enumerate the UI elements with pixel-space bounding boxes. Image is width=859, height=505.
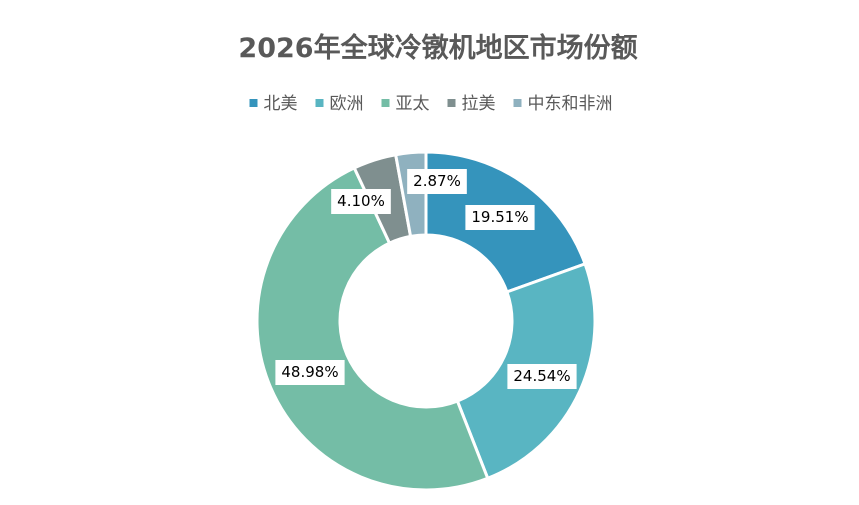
legend-swatch [381,99,390,107]
legend-swatch [315,99,324,107]
legend-item-1: 北美 [249,94,298,114]
svg-text:24.54%: 24.54% [513,367,570,385]
svg-text:19.51%: 19.51% [471,208,528,226]
legend-item-3: 亚太 [381,94,430,114]
legend-item-2: 欧洲 [315,94,364,114]
svg-text:2.87%: 2.87% [413,172,461,190]
donut-slices [255,150,597,492]
legend-label: 亚太 [396,94,430,114]
legend-item-4: 拉美 [447,94,496,114]
data-labels: 19.51% 24.54% 48.98% 4.10% 2.87% [275,169,577,389]
donut-slice-3 [255,166,490,492]
chart-title: 2026年全球冷镦机地区市场份额 [238,32,637,64]
data-label-2: 24.54% [507,364,577,389]
legend-swatch [447,99,456,107]
data-label-3: 48.98% [275,360,345,385]
legend-item-5: 中东和非洲 [513,94,613,114]
data-label-5: 2.87% [407,169,467,194]
legend-label: 欧洲 [330,94,364,114]
legend-swatch [249,99,258,107]
data-label-4: 4.10% [331,189,391,214]
svg-text:4.10%: 4.10% [337,192,385,210]
legend-label: 北美 [264,94,298,114]
data-label-1: 19.51% [465,205,535,230]
legend-label: 中东和非洲 [528,94,613,114]
svg-text:48.98%: 48.98% [281,363,338,381]
legend-label: 拉美 [462,94,496,114]
chart-legend: 北美 欧洲 亚太 拉美 中东和非洲 [249,94,613,114]
legend-swatch [513,99,522,107]
